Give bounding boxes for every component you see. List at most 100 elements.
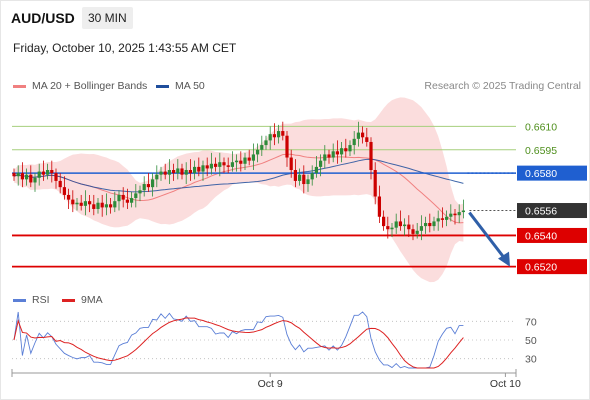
candle-body-6 xyxy=(37,171,41,178)
forecast-arrow-head xyxy=(498,251,510,267)
candle-body-37 xyxy=(167,170,171,175)
rsi-ma9-line xyxy=(13,317,464,369)
candle-body-20 xyxy=(96,202,100,209)
candle-body-50 xyxy=(222,162,226,166)
candle-body-24 xyxy=(113,201,117,208)
candle-body-25 xyxy=(117,194,121,202)
candle-body-43 xyxy=(193,166,197,174)
x-axis-label-0: Oct 9 xyxy=(258,378,283,390)
candle-body-17 xyxy=(83,201,87,206)
candle-body-22 xyxy=(104,204,108,208)
candle-body-59 xyxy=(260,145,264,150)
candle-body-71 xyxy=(310,173,314,180)
candle-body-67 xyxy=(293,170,297,181)
candle-body-4 xyxy=(29,174,33,183)
legend-rsi: RSI xyxy=(13,294,50,306)
candle-body-47 xyxy=(209,163,213,169)
candle-body-72 xyxy=(314,166,318,174)
rsi-line xyxy=(13,311,464,369)
candle-body-103 xyxy=(445,216,449,220)
candle-body-98 xyxy=(424,222,428,227)
legend-ma9-label: 9MA xyxy=(81,294,103,306)
candle-body-2 xyxy=(20,173,24,180)
candle-body-42 xyxy=(188,170,192,174)
candle-body-63 xyxy=(277,131,281,138)
level-label-0.6540: 0.6540 xyxy=(525,230,557,242)
candle-body-101 xyxy=(436,218,440,222)
ma9-swatch xyxy=(62,298,75,302)
candle-body-94 xyxy=(407,224,411,230)
candle-body-51 xyxy=(226,165,230,167)
candle-body-16 xyxy=(79,202,83,206)
candle-body-82 xyxy=(356,132,360,139)
candle-body-8 xyxy=(46,170,50,175)
candle-body-92 xyxy=(398,221,402,227)
candle-body-69 xyxy=(302,174,306,185)
candle-body-18 xyxy=(88,201,92,205)
level-label-bg-0.6520 xyxy=(517,259,587,275)
candle-body-96 xyxy=(415,230,419,234)
candle-body-27 xyxy=(125,199,129,203)
candle-body-102 xyxy=(440,218,444,220)
candle-body-11 xyxy=(58,180,62,188)
candle-body-5 xyxy=(33,177,37,183)
candle-body-9 xyxy=(50,170,54,174)
level-label-bg-0.6580 xyxy=(517,165,587,181)
rsi-tick-30: 30 xyxy=(525,354,537,366)
candle-body-49 xyxy=(218,162,222,167)
candle-body-99 xyxy=(428,222,432,227)
candle-body-84 xyxy=(365,137,369,142)
candle-body-86 xyxy=(373,170,377,197)
level-label-0.6595: 0.6595 xyxy=(525,145,557,157)
x-axis-label-1: Oct 10 xyxy=(490,378,521,390)
candle-body-44 xyxy=(197,166,201,172)
timeframe-badge[interactable]: 30 MIN xyxy=(82,7,133,29)
candle-body-1 xyxy=(16,173,20,177)
candle-body-23 xyxy=(109,204,113,208)
candle-body-81 xyxy=(352,138,356,146)
ma20-swatch xyxy=(13,84,26,88)
ma50-swatch xyxy=(156,84,169,88)
candle-body-35 xyxy=(159,171,163,175)
ma50-line xyxy=(13,158,464,193)
candle-body-80 xyxy=(348,145,352,152)
forecast-arrow-line xyxy=(468,211,506,259)
candle-body-26 xyxy=(121,194,125,200)
candle-body-14 xyxy=(71,199,75,205)
candle-body-39 xyxy=(176,168,180,174)
candle-body-33 xyxy=(151,179,155,188)
candle-body-29 xyxy=(134,193,138,199)
candle-body-78 xyxy=(340,148,344,155)
level-label-0.6520: 0.6520 xyxy=(525,262,557,274)
candle-body-30 xyxy=(138,190,142,194)
level-label-bg-0.6556 xyxy=(517,203,587,219)
copyright-label: Research © 2025 Trading Central xyxy=(424,80,581,92)
candle-body-56 xyxy=(247,157,251,161)
candle-body-97 xyxy=(419,226,423,231)
candle-body-100 xyxy=(432,221,436,227)
candle-body-10 xyxy=(54,173,58,181)
candle-body-15 xyxy=(75,202,79,205)
candle-body-77 xyxy=(335,151,339,155)
symbol-title: AUD/USD xyxy=(11,10,75,26)
candle-body-7 xyxy=(41,171,45,175)
candle-body-19 xyxy=(92,204,96,209)
candle-body-65 xyxy=(285,135,289,158)
candle-body-52 xyxy=(230,162,234,167)
candle-body-3 xyxy=(25,174,29,180)
candle-body-40 xyxy=(180,168,184,175)
candle-body-46 xyxy=(205,165,209,169)
candle-body-60 xyxy=(264,140,268,146)
candle-body-87 xyxy=(377,196,381,217)
candle-body-75 xyxy=(327,154,331,158)
rsi-swatch xyxy=(13,298,26,302)
candle-body-45 xyxy=(201,165,205,172)
candle-body-74 xyxy=(323,154,327,161)
candle-body-107 xyxy=(461,210,465,213)
candle-body-91 xyxy=(394,221,398,228)
candle-body-41 xyxy=(184,170,188,175)
candle-body-58 xyxy=(256,149,260,155)
candle-body-0 xyxy=(12,173,16,177)
candle-body-73 xyxy=(319,160,323,167)
